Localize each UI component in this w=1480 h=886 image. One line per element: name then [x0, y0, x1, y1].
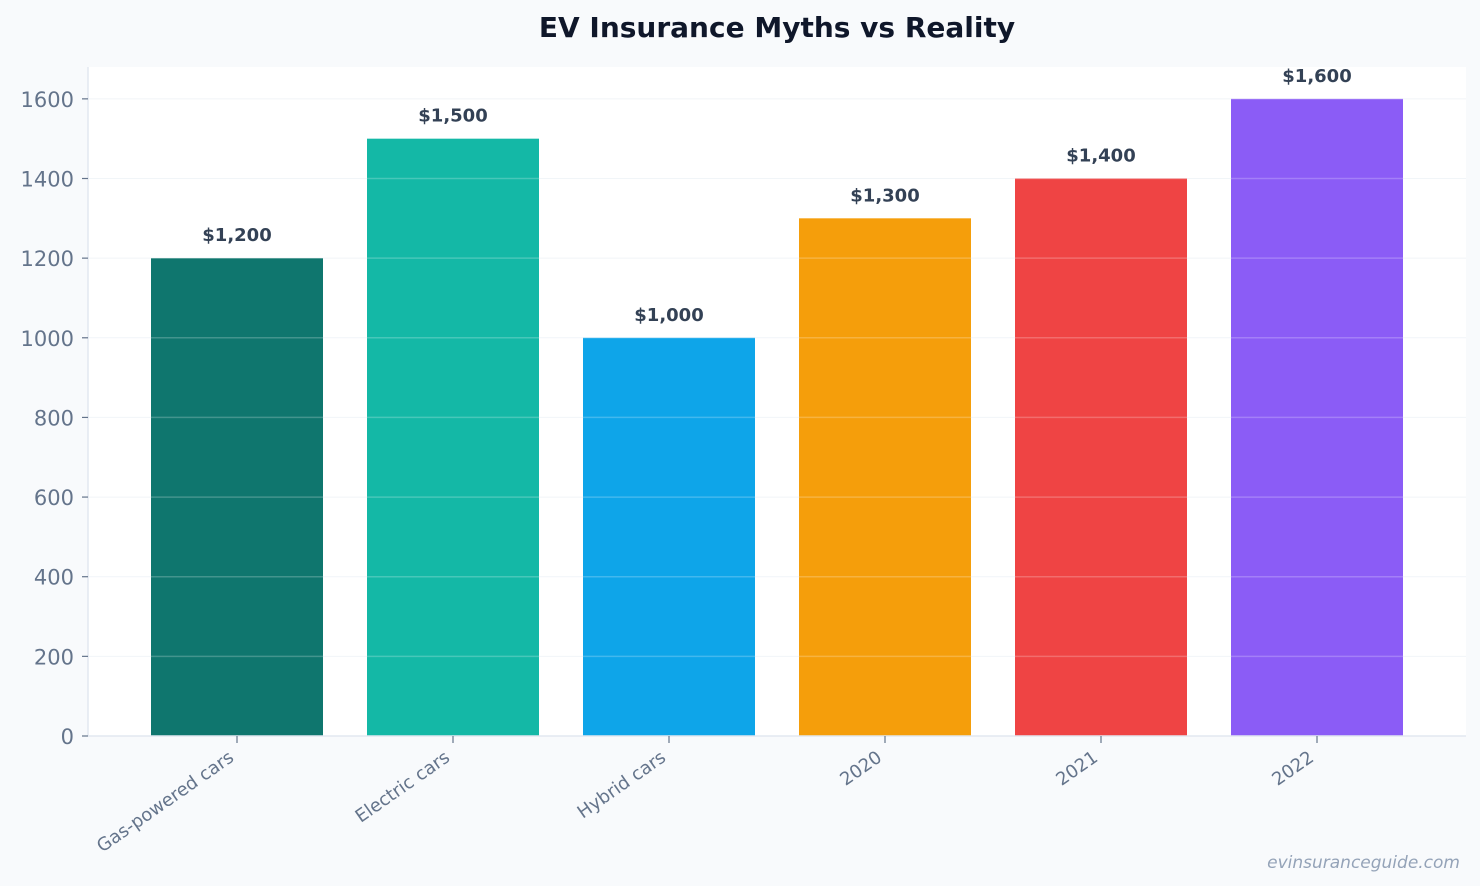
y-tick-label: 1600	[21, 88, 74, 112]
chart-title: EV Insurance Myths vs Reality	[539, 11, 1015, 44]
bars	[151, 98, 1403, 737]
bar	[799, 218, 971, 737]
y-tick-label: 600	[34, 486, 74, 510]
bar	[1015, 178, 1187, 736]
data-label: $1,600	[1282, 66, 1351, 87]
data-labels: $1,200 $1,500 $1,000 $1,300 $1,400 $1,600	[202, 66, 1351, 326]
watermark: evinsuranceguide.com	[1267, 853, 1460, 873]
data-label: $1,000	[634, 305, 703, 326]
y-axis-ticks: 0 200 400 600 800 1000 1200 1400 1600	[21, 88, 88, 749]
y-tick-label: 800	[34, 406, 74, 430]
y-tick-label: 1000	[21, 327, 74, 351]
y-tick-label: 1400	[21, 168, 74, 192]
data-label: $1,200	[202, 225, 271, 246]
y-tick-label: 200	[34, 645, 74, 669]
data-label: $1,400	[1066, 146, 1135, 167]
data-label: $1,500	[418, 106, 487, 127]
bar	[151, 258, 323, 736]
y-tick-label: 0	[61, 725, 74, 749]
y-tick-label: 400	[34, 566, 74, 590]
y-tick-label: 1200	[21, 247, 74, 271]
bar	[367, 138, 539, 736]
data-label: $1,300	[850, 185, 919, 206]
bar-gridlines	[88, 98, 1466, 658]
bar	[583, 337, 755, 736]
bar	[1231, 98, 1403, 737]
